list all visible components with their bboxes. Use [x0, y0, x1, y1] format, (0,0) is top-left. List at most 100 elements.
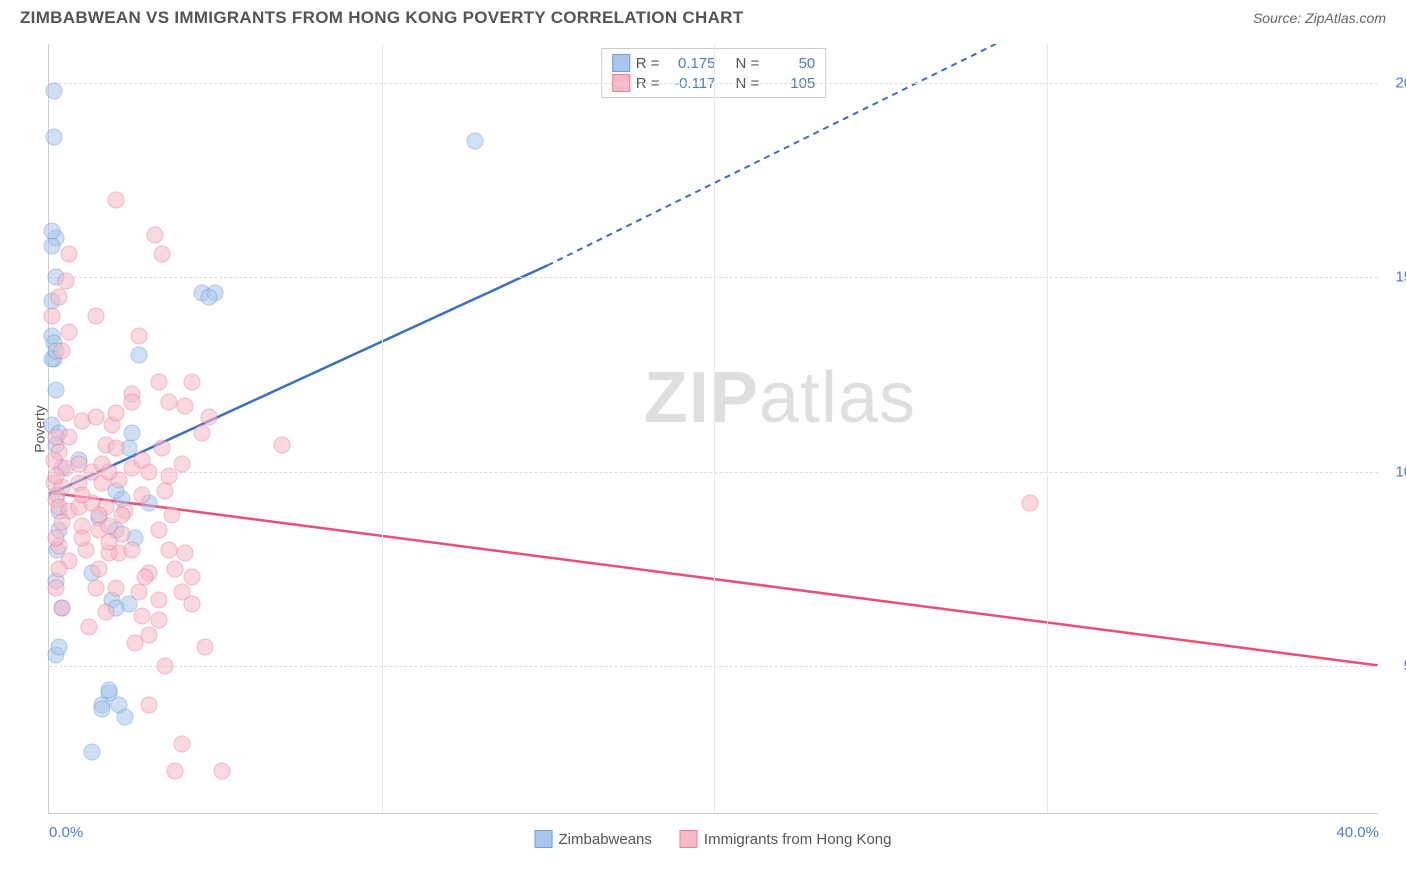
data-point — [193, 424, 210, 441]
data-point — [107, 580, 124, 597]
data-point — [47, 580, 64, 597]
data-point — [200, 409, 217, 426]
data-point — [100, 533, 117, 550]
data-point — [154, 440, 171, 457]
data-point — [124, 393, 141, 410]
data-point — [137, 568, 154, 585]
legend-label: Immigrants from Hong Kong — [704, 831, 892, 848]
gridline-v — [714, 44, 715, 813]
data-point — [60, 323, 77, 340]
x-tick-label: 40.0% — [1336, 824, 1379, 841]
source-label: Source: ZipAtlas.com — [1253, 10, 1386, 26]
data-point — [130, 584, 147, 601]
data-point — [183, 596, 200, 613]
series-legend: Zimbabweans Immigrants from Hong Kong — [535, 830, 892, 848]
y-tick-label: 15.0% — [1383, 269, 1406, 286]
data-point — [60, 246, 77, 263]
data-point — [157, 483, 174, 500]
data-point — [47, 529, 64, 546]
data-point — [134, 607, 151, 624]
data-point — [45, 82, 62, 99]
data-point — [107, 440, 124, 457]
data-point — [80, 619, 97, 636]
data-point — [177, 397, 194, 414]
watermark-bold: ZIP — [644, 358, 759, 438]
data-point — [94, 701, 111, 718]
data-point — [150, 592, 167, 609]
data-point — [130, 327, 147, 344]
data-point — [47, 467, 64, 484]
data-point — [213, 763, 230, 780]
data-point — [90, 561, 107, 578]
x-tick-label: 0.0% — [49, 824, 83, 841]
data-point — [44, 222, 61, 239]
data-point — [107, 405, 124, 422]
data-point — [74, 487, 91, 504]
data-point — [57, 273, 74, 290]
data-point — [87, 308, 104, 325]
data-point — [127, 634, 144, 651]
data-point — [124, 541, 141, 558]
chart-container: Poverty ZIPatlas R = 0.175 N = 50 R = -0… — [48, 44, 1378, 814]
data-point — [50, 561, 67, 578]
gridline-v — [382, 44, 383, 813]
data-point — [150, 522, 167, 539]
swatch-icon — [535, 830, 553, 848]
data-point — [147, 226, 164, 243]
data-point — [167, 561, 184, 578]
data-point — [1021, 494, 1038, 511]
data-point — [54, 599, 71, 616]
data-point — [45, 129, 62, 146]
data-point — [87, 580, 104, 597]
data-point — [54, 343, 71, 360]
data-point — [150, 374, 167, 391]
n-label: N = — [736, 55, 760, 72]
data-point — [50, 638, 67, 655]
data-point — [466, 133, 483, 150]
data-point — [54, 514, 71, 531]
watermark: ZIPatlas — [644, 357, 916, 439]
y-tick-label: 10.0% — [1383, 463, 1406, 480]
data-point — [44, 238, 61, 255]
swatch-icon — [680, 830, 698, 848]
legend-item: Immigrants from Hong Kong — [680, 830, 892, 848]
data-point — [124, 424, 141, 441]
legend-item: Zimbabweans — [535, 830, 652, 848]
r-label: R = — [636, 55, 660, 72]
data-point — [160, 541, 177, 558]
data-point — [174, 736, 191, 753]
data-point — [107, 191, 124, 208]
chart-title: ZIMBABWEAN VS IMMIGRANTS FROM HONG KONG … — [20, 8, 743, 28]
gridline-v — [1047, 44, 1048, 813]
y-tick-label: 5.0% — [1383, 658, 1406, 675]
header: ZIMBABWEAN VS IMMIGRANTS FROM HONG KONG … — [0, 0, 1406, 32]
data-point — [154, 246, 171, 263]
y-tick-label: 20.0% — [1383, 74, 1406, 91]
legend-label: Zimbabweans — [559, 831, 652, 848]
data-point — [183, 374, 200, 391]
data-point — [140, 697, 157, 714]
swatch-icon — [612, 54, 630, 72]
r-value: 0.175 — [666, 55, 716, 72]
data-point — [273, 436, 290, 453]
data-point — [60, 428, 77, 445]
watermark-light: atlas — [759, 358, 916, 438]
data-point — [157, 658, 174, 675]
data-point — [100, 681, 117, 698]
data-point — [97, 603, 114, 620]
data-point — [177, 545, 194, 562]
data-point — [130, 347, 147, 364]
data-point — [200, 288, 217, 305]
data-point — [164, 506, 181, 523]
data-point — [114, 506, 131, 523]
data-point — [117, 708, 134, 725]
data-point — [174, 456, 191, 473]
data-point — [50, 288, 67, 305]
data-point — [87, 409, 104, 426]
data-point — [150, 611, 167, 628]
data-point — [183, 568, 200, 585]
data-point — [160, 393, 177, 410]
data-point — [44, 308, 61, 325]
data-point — [90, 506, 107, 523]
n-value: 50 — [765, 55, 815, 72]
